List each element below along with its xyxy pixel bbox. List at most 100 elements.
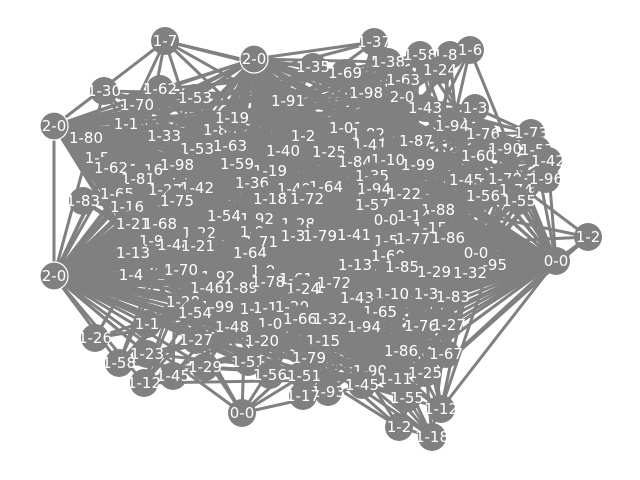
graph-node[interactable]: 1-54 [207,202,241,230]
graph-node[interactable]: 2-0 [39,261,69,291]
graph-node[interactable]: 1-17 [286,382,320,410]
graph-node[interactable]: 1-60 [461,142,495,170]
graph-node[interactable]: 1-58 [102,349,136,377]
graph-node[interactable]: 2-0 [239,44,269,74]
graph-node[interactable]: 1-29 [188,353,222,381]
graph-node[interactable]: 1-87 [399,127,433,155]
graph-node[interactable]: 1-42 [180,174,214,202]
graph-node[interactable]: 1-13 [116,239,150,267]
graph-node[interactable]: 1-1 [133,310,161,338]
graph-node[interactable]: 1-67 [429,340,463,368]
graph-node[interactable]: 0-0 [542,247,570,275]
graph-node[interactable]: 1-62 [94,154,128,182]
graph-node[interactable]: 2-0 [388,83,416,111]
graph-node[interactable]: 1-45 [449,166,483,194]
graph-node[interactable]: 1-76 [404,312,438,340]
graph-node[interactable]: 1-70 [164,256,198,284]
graph-node[interactable]: 1-76 [466,120,500,148]
graph-node[interactable]: 1-66 [283,305,317,333]
graph-node[interactable]: 1-18 [253,185,287,213]
graph-node[interactable]: 1-89 [224,274,258,302]
graph-node[interactable]: 1-53 [180,135,214,163]
graph-node[interactable]: 1-25 [408,359,442,387]
graph-node[interactable]: 1-56 [253,361,287,389]
graph-node[interactable]: 1-43 [408,94,442,122]
graph-node[interactable]: 1-29 [417,258,451,286]
graph-node[interactable]: 1-58 [403,41,437,69]
graph-node[interactable]: 1-40 [266,137,300,165]
graph-node[interactable]: 1-59 [220,150,254,178]
graph-node[interactable]: 1-20 [245,327,279,355]
graph-node[interactable]: 1-51 [287,362,321,390]
graph-node[interactable]: 1-72 [317,269,351,297]
graph-node[interactable]: 0-0 [228,399,256,427]
graph-node[interactable]: 1-4 [117,261,145,289]
graph-node[interactable]: 1-62 [143,75,177,103]
graph-node[interactable]: 1-75 [160,187,194,215]
graph-node[interactable]: 1-32 [313,305,347,333]
graph-node[interactable]: 1-77 [396,225,430,253]
graph-node[interactable]: 1-2 [574,223,602,251]
graph-node[interactable]: 1-99 [401,151,435,179]
graph-node[interactable]: 1-83 [436,283,470,311]
graph-node[interactable]: 1-25 [312,138,346,166]
graph-node[interactable]: 1-54 [178,299,212,327]
graph-node[interactable]: 1-79 [303,222,337,250]
graph-node[interactable]: 1-2 [289,122,317,150]
graph-node[interactable]: 1-3 [279,222,307,250]
graph-node[interactable]: 0-0 [372,206,400,234]
graph-node[interactable]: 1-51 [231,348,265,376]
graph-node[interactable]: 1-12 [424,395,458,423]
graph-node[interactable]: 1-35 [296,53,330,81]
graph-node[interactable]: 1-2 [385,413,413,441]
graph-node[interactable]: 1-55 [502,187,536,215]
graph-node[interactable]: 1-37 [357,28,391,56]
graph-node[interactable]: 1-23 [130,340,164,368]
graph-node[interactable]: 1-32 [453,259,487,287]
graph-node[interactable]: 1-22 [387,180,421,208]
graph-node[interactable]: 1-01 [329,114,363,142]
graph-node[interactable]: 1-85 [385,253,419,281]
graph-node[interactable]: 1-56 [466,182,500,210]
graph-node[interactable]: 1-18 [415,423,449,451]
graph-node[interactable]: 1-43 [340,284,374,312]
graph-node[interactable]: 1-45 [345,371,379,399]
graph-node[interactable]: 1-90 [488,135,522,163]
graph-node[interactable]: 1-53 [178,84,212,112]
graph-node[interactable]: 1-86 [384,337,418,365]
graph-node[interactable]: 1-83 [66,187,100,215]
graph-node[interactable]: 1-19 [215,104,249,132]
graph-node[interactable]: 1-27 [179,326,213,354]
graph-node[interactable]: 1-94 [347,313,381,341]
graph-node[interactable]: 1-30 [87,77,121,105]
graph-node[interactable]: 1-12 [127,369,161,397]
graph-node[interactable]: 1-78 [251,268,285,296]
graph-node[interactable]: 1-69 [328,59,362,87]
graph-node[interactable]: 1-94 [435,112,469,140]
graph-node[interactable]: 1-98 [349,79,383,107]
graph-node[interactable]: 1-36 [235,169,269,197]
graph-node[interactable]: 1-44 [157,231,191,259]
graph-node[interactable]: 1-21 [116,210,150,238]
graph-node[interactable]: 1-55 [390,384,424,412]
graph-node[interactable]: 1-86 [431,224,465,252]
graph-node[interactable]: 1-3 [461,94,489,122]
graph-node[interactable]: 1-33 [147,122,181,150]
graph-node[interactable]: 1-93 [311,378,345,406]
graph-node[interactable]: 1-27 [432,311,466,339]
graph-node[interactable]: 1-21 [181,232,215,260]
graph-node[interactable]: 1-96 [529,165,563,193]
graph-node[interactable]: 1-3 [412,280,440,308]
graph-node[interactable]: 2-0 [39,111,69,141]
graph-node[interactable]: 1-48 [215,313,249,341]
graph-node[interactable]: 1-72 [290,185,324,213]
graph-node[interactable]: 1-26 [78,324,112,352]
graph-node[interactable]: 1-45 [156,362,190,390]
graph-node[interactable]: 1-1 [112,110,140,138]
graph-node[interactable]: 1-24 [423,56,457,84]
graph-node[interactable]: 1-81 [121,165,155,193]
graph-node[interactable]: 1-7 [151,27,179,55]
graph-node[interactable]: 1-41 [337,221,371,249]
graph-node[interactable]: 1-13 [338,251,372,279]
graph-node[interactable]: 1-6 [456,36,484,64]
